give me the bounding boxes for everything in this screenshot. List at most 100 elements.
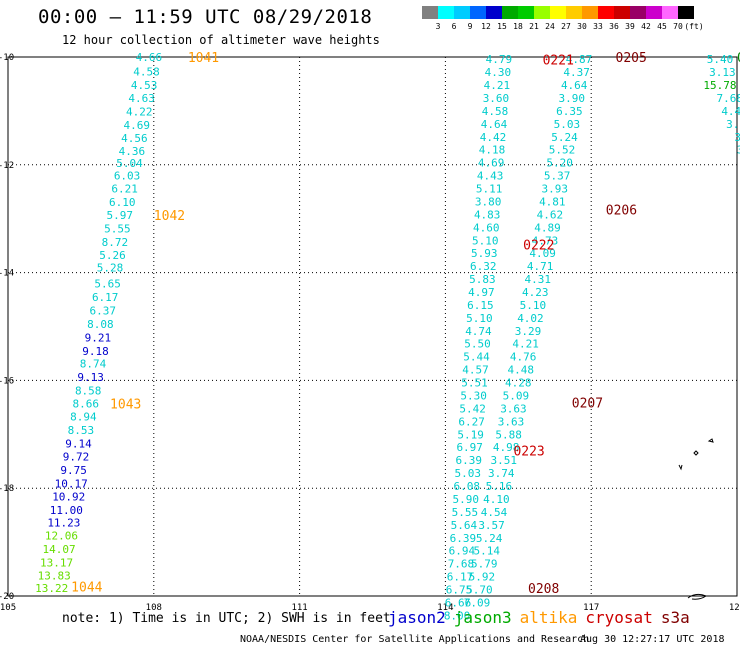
swh-value: 4.64: [481, 118, 508, 131]
y-tick-label: -12: [0, 161, 14, 171]
swh-value: 4.79: [486, 53, 513, 66]
swh-value: 13.17: [40, 557, 73, 570]
swh-value: 4.97: [468, 286, 495, 299]
swh-value: 5.10: [472, 234, 499, 247]
swh-value: 9.13: [77, 371, 104, 384]
swh-value: 14.07: [42, 543, 75, 556]
swh-value: 9.18: [82, 345, 109, 358]
swh-value: 6.35: [556, 105, 583, 118]
chart-subtitle: 12 hour collection of altimeter wave hei…: [62, 33, 380, 47]
swh-value: 5.03: [554, 118, 581, 131]
swh-value: 3.63: [498, 415, 525, 428]
color-scale-label: 6: [451, 22, 457, 31]
swh-value: 3.74: [488, 467, 515, 480]
swh-value: 4.10: [483, 493, 510, 506]
color-scale-label: 18: [513, 22, 523, 31]
color-swatch: [470, 6, 486, 19]
swh-value: 6.10: [109, 196, 136, 209]
swh-value: 4.73: [532, 234, 559, 247]
swh-value: 11.23: [47, 517, 80, 530]
swh-value: 9.21: [85, 331, 112, 344]
swh-value: 5.51: [461, 377, 488, 390]
color-swatch: [614, 6, 630, 19]
swh-value: 5.70: [466, 584, 493, 597]
swh-value: 6.39: [455, 454, 482, 467]
swh-value: 4.22: [126, 105, 153, 118]
swh-value: 4.58: [482, 105, 509, 118]
coastline: [707, 438, 714, 443]
footnote: note: 1) Time is in UTC; 2) SWH is in fe…: [62, 611, 391, 626]
swh-value: 3.60: [483, 92, 510, 105]
legend-entry: altika: [519, 608, 578, 627]
swh-value: 3.13: [709, 66, 736, 79]
color-scale-label: 36: [609, 22, 619, 31]
swh-value: 5.11: [476, 183, 503, 196]
swh-value: 6.97: [456, 441, 483, 454]
swh-value: 4.43: [477, 170, 504, 183]
y-tick-label: -14: [0, 269, 14, 279]
swh-value: 4.74: [465, 325, 492, 338]
swh-value: 9.14: [65, 437, 92, 450]
y-tick-label: -16: [0, 376, 14, 386]
swh-value: 5.55: [104, 222, 131, 235]
color-swatch: [678, 6, 694, 19]
swh-value: 5.65: [94, 277, 121, 290]
swh-value: 5.44: [463, 351, 490, 364]
swh-value: 4.81: [539, 195, 566, 208]
swh-value: 4.42: [480, 131, 507, 144]
color-scale-label: 30: [577, 22, 587, 31]
color-scale-label: 45: [657, 22, 667, 31]
swh-value: 4.02: [517, 312, 544, 325]
swh-value: 4.63: [128, 92, 155, 105]
pass-id-label: 1044: [71, 580, 102, 595]
swh-value: 6.17: [92, 291, 119, 304]
swh-value: 15.78: [703, 79, 736, 92]
color-swatch: [662, 6, 678, 19]
swh-value: 5.88: [495, 428, 522, 441]
pass-id-label: 0223: [513, 444, 544, 459]
swh-value: 5.37: [544, 170, 571, 183]
color-swatch: [534, 6, 550, 19]
swh-value: 6.39: [450, 532, 477, 545]
swh-value: 4.60: [473, 221, 500, 234]
swh-value: 5.97: [107, 209, 134, 222]
swh-value: 8.72: [102, 236, 129, 249]
swh-value: 4.89: [534, 221, 561, 234]
swh-value: 5.14: [473, 545, 500, 558]
color-swatch: [646, 6, 662, 19]
swh-value: 4.64: [561, 79, 588, 92]
swh-value: 8.08: [87, 318, 114, 331]
color-swatch: [630, 6, 646, 19]
swh-value: 6.32: [470, 260, 497, 273]
swh-value: 4.57: [462, 364, 489, 377]
color-swatch: [598, 6, 614, 19]
color-scale-label: 42: [641, 22, 651, 31]
coastline: [678, 464, 683, 471]
swh-value: 5.03: [455, 467, 482, 480]
y-tick-label: -20: [0, 592, 14, 602]
color-scale-label: 9: [467, 22, 473, 31]
swh-value: 5.83: [469, 273, 496, 286]
swh-value: 12.06: [45, 530, 78, 543]
swh-value: 4.56: [121, 132, 148, 145]
color-swatch: [550, 6, 566, 19]
swh-value: 4.31: [524, 273, 551, 286]
swh-value: 4.28: [505, 377, 532, 390]
pass-id-label: 0: [737, 51, 740, 66]
swh-value: 3.89: [726, 118, 740, 131]
swh-value: 5.93: [471, 247, 498, 260]
swh-value: 5.50: [464, 338, 491, 351]
swh-value: 5.24: [476, 532, 503, 545]
swh-value: 3.29: [515, 325, 542, 338]
swh-value: 6.15: [467, 299, 494, 312]
swh-value: 5.19: [457, 428, 484, 441]
swh-value: 4.53: [131, 79, 158, 92]
color-scale-label: 21: [529, 22, 539, 31]
swh-value: 5.16: [486, 480, 513, 493]
swh-value: 5.04: [116, 157, 143, 170]
swh-value: 5.26: [99, 249, 126, 262]
pass-id-label: 1043: [110, 398, 141, 413]
x-tick-label: 117: [583, 603, 599, 613]
swh-value: 4.21: [512, 338, 539, 351]
x-tick-label: 108: [146, 603, 162, 613]
